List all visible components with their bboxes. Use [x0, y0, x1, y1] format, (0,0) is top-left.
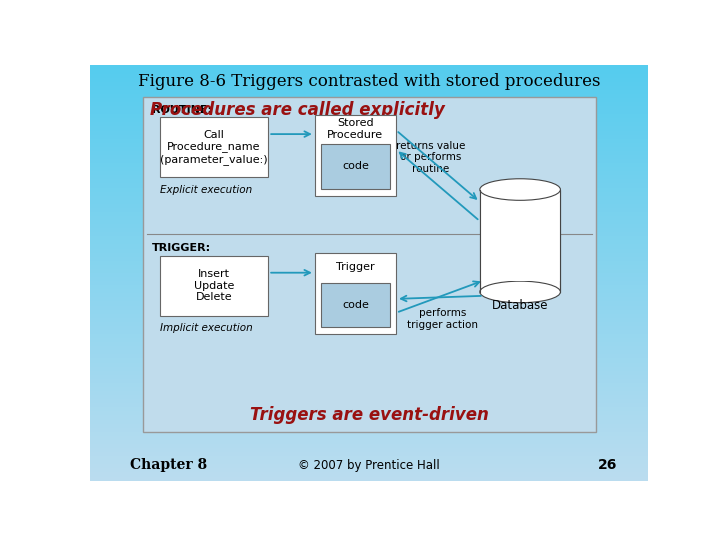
Text: Database: Database [492, 299, 549, 312]
Text: Implicit execution: Implicit execution [160, 323, 253, 333]
Text: Stored
Procedure: Stored Procedure [328, 118, 384, 139]
FancyBboxPatch shape [160, 117, 269, 177]
Text: code: code [342, 161, 369, 171]
Text: ROUTINE:: ROUTINE: [152, 105, 212, 115]
Ellipse shape [480, 281, 560, 303]
Text: Insert
Update
Delete: Insert Update Delete [194, 269, 234, 302]
FancyBboxPatch shape [160, 256, 269, 316]
FancyBboxPatch shape [315, 253, 396, 334]
Text: performs
trigger action: performs trigger action [407, 308, 478, 330]
FancyBboxPatch shape [321, 144, 390, 189]
Text: Trigger: Trigger [336, 262, 374, 272]
Text: Chapter 8: Chapter 8 [130, 458, 207, 472]
FancyBboxPatch shape [143, 97, 596, 432]
Text: Call
Procedure_name
(parameter_value:): Call Procedure_name (parameter_value:) [160, 130, 268, 165]
FancyBboxPatch shape [321, 283, 390, 327]
Text: returns value
or performs
routine: returns value or performs routine [396, 140, 466, 174]
Text: Triggers are event-driven: Triggers are event-driven [250, 406, 489, 424]
Text: © 2007 by Prentice Hall: © 2007 by Prentice Hall [298, 458, 440, 472]
Text: 26: 26 [598, 458, 617, 472]
Text: Explicit execution: Explicit execution [160, 185, 253, 194]
Text: Figure 8-6 Triggers contrasted with stored procedures: Figure 8-6 Triggers contrasted with stor… [138, 73, 600, 90]
Ellipse shape [480, 179, 560, 200]
FancyBboxPatch shape [315, 115, 396, 195]
Bar [480, 190, 560, 281]
Text: TRIGGER:: TRIGGER: [152, 243, 211, 253]
Bar [480, 190, 560, 292]
Text: Procedures are called explicitly: Procedures are called explicitly [150, 101, 445, 119]
Text: code: code [342, 300, 369, 310]
